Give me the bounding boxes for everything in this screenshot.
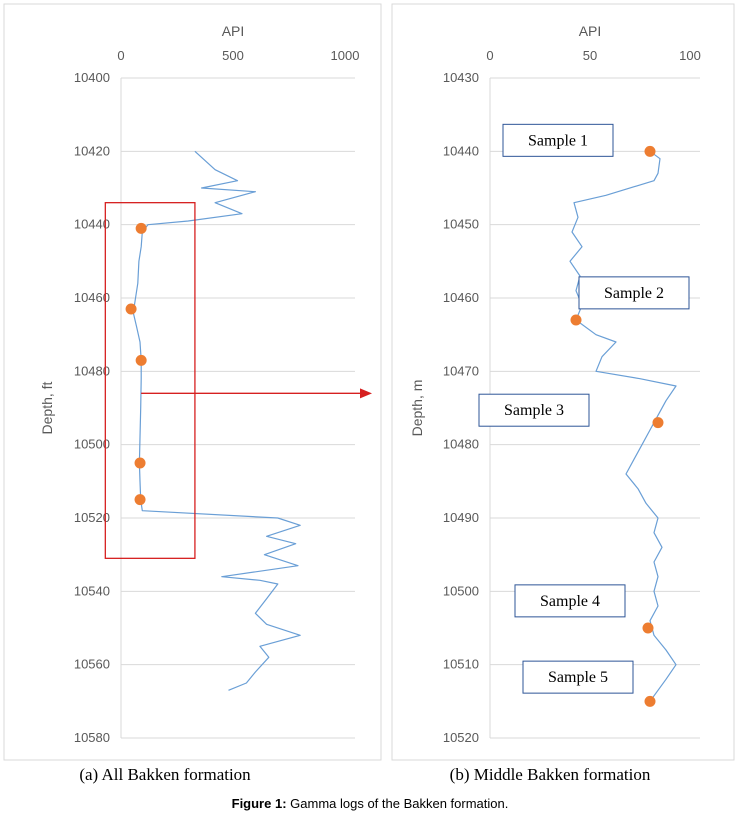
panel-b-x-tick-label: 100: [679, 48, 701, 63]
panel-a-y-tick-label: 10540: [74, 583, 110, 598]
panel-a-sample-marker-2: [125, 303, 137, 315]
sample-label-2: Sample 2: [604, 285, 664, 302]
panel-a-sample-marker-4: [134, 457, 146, 469]
panel-b-sample-marker-4: [642, 622, 654, 634]
panel-b-y-tick-label: 10520: [443, 730, 479, 745]
overlay: [104, 202, 372, 559]
panel-b-x-axis-title: API: [579, 23, 602, 39]
panel-b-sample-marker-1: [644, 145, 656, 157]
panel-b-y-tick-label: 10450: [443, 217, 479, 232]
panel-b-y-tick-label: 10500: [443, 583, 479, 598]
panel-a-x-tick-label: 0: [117, 48, 124, 63]
panel-b-x-tick-label: 50: [583, 48, 597, 63]
panel-b-y-tick-label: 10460: [443, 290, 479, 305]
panel-b-frame: [391, 3, 735, 761]
panel-a-y-tick-label: 10400: [74, 70, 110, 85]
panel-a-y-tick-label: 10460: [74, 290, 110, 305]
caption-label: Figure 1:: [232, 796, 287, 811]
panel-a-y-tick-label: 10500: [74, 437, 110, 452]
sample-label-box-4: [514, 584, 626, 618]
panel-a-y-tick-label: 10420: [74, 143, 110, 158]
sample-label-box-3: [478, 393, 590, 427]
sample-label-box-5: [522, 660, 634, 694]
panel-b: 10430 10440 10450 10460 10470 10480 10490 10500…: [409, 23, 701, 745]
panel-a-x-tick-label: 1000: [331, 48, 360, 63]
panel-b-y-tick-label: 10430: [443, 70, 479, 85]
panel-b-sample-marker-5: [644, 695, 656, 707]
panel-a-y-tick-label: 10480: [74, 363, 110, 378]
panel-a: 10400 10420 10440 10460 10480 10500 10520 10540…: [39, 23, 359, 745]
figure-caption: Figure 1: Gamma logs of the Bakken forma…: [232, 796, 509, 811]
panel-a-y-axis-title: Depth, ft: [39, 381, 55, 434]
panel-a-frame: [3, 3, 382, 761]
panel-a-y-tick-label: 10580: [74, 730, 110, 745]
panel-a-y-tick-label: 10440: [74, 217, 110, 232]
highlight-box: [104, 202, 196, 559]
sample-label-3: Sample 3: [504, 402, 564, 419]
panel-a-x-axis-title: API: [222, 23, 245, 39]
panel-b-x-tick-label: 0: [486, 48, 493, 63]
panel-a-sample-marker-1: [135, 222, 147, 234]
sample-label-1: Sample 1: [528, 132, 588, 149]
panel-b-y-tick-label: 10510: [443, 657, 479, 672]
sample-label-box-1: [502, 123, 614, 157]
panel-b-y-tick-label: 10480: [443, 437, 479, 452]
panel-a-sample-marker-5: [134, 494, 146, 506]
sample-label-4: Sample 4: [540, 593, 600, 610]
panel-b-y-axis-title: Depth, m: [409, 380, 425, 437]
panel-b-y-tick-label: 10490: [443, 510, 479, 525]
arrow-head: [360, 388, 372, 399]
panel-a-subtitle: (a) All Bakken formation: [79, 765, 251, 784]
panel-b-subtitle: (b) Middle Bakken formation: [450, 765, 651, 784]
sample-label-5: Sample 5: [548, 669, 608, 686]
panel-b-y-tick-label: 10470: [443, 363, 479, 378]
panel-b-sample-marker-2: [570, 314, 582, 326]
caption-text: Gamma logs of the Bakken formation.: [287, 796, 509, 811]
panel-a-y-tick-label: 10520: [74, 510, 110, 525]
panel-a-x-tick-label: 500: [222, 48, 244, 63]
panel-b-sample-marker-3: [652, 417, 664, 429]
panel-b-gamma-log-line: [569, 150, 677, 702]
panel-a-sample-marker-3: [135, 354, 147, 366]
sample-label-box-2: [578, 276, 690, 310]
panel-a-y-tick-label: 10560: [74, 657, 110, 672]
panel-b-y-tick-label: 10440: [443, 143, 479, 158]
